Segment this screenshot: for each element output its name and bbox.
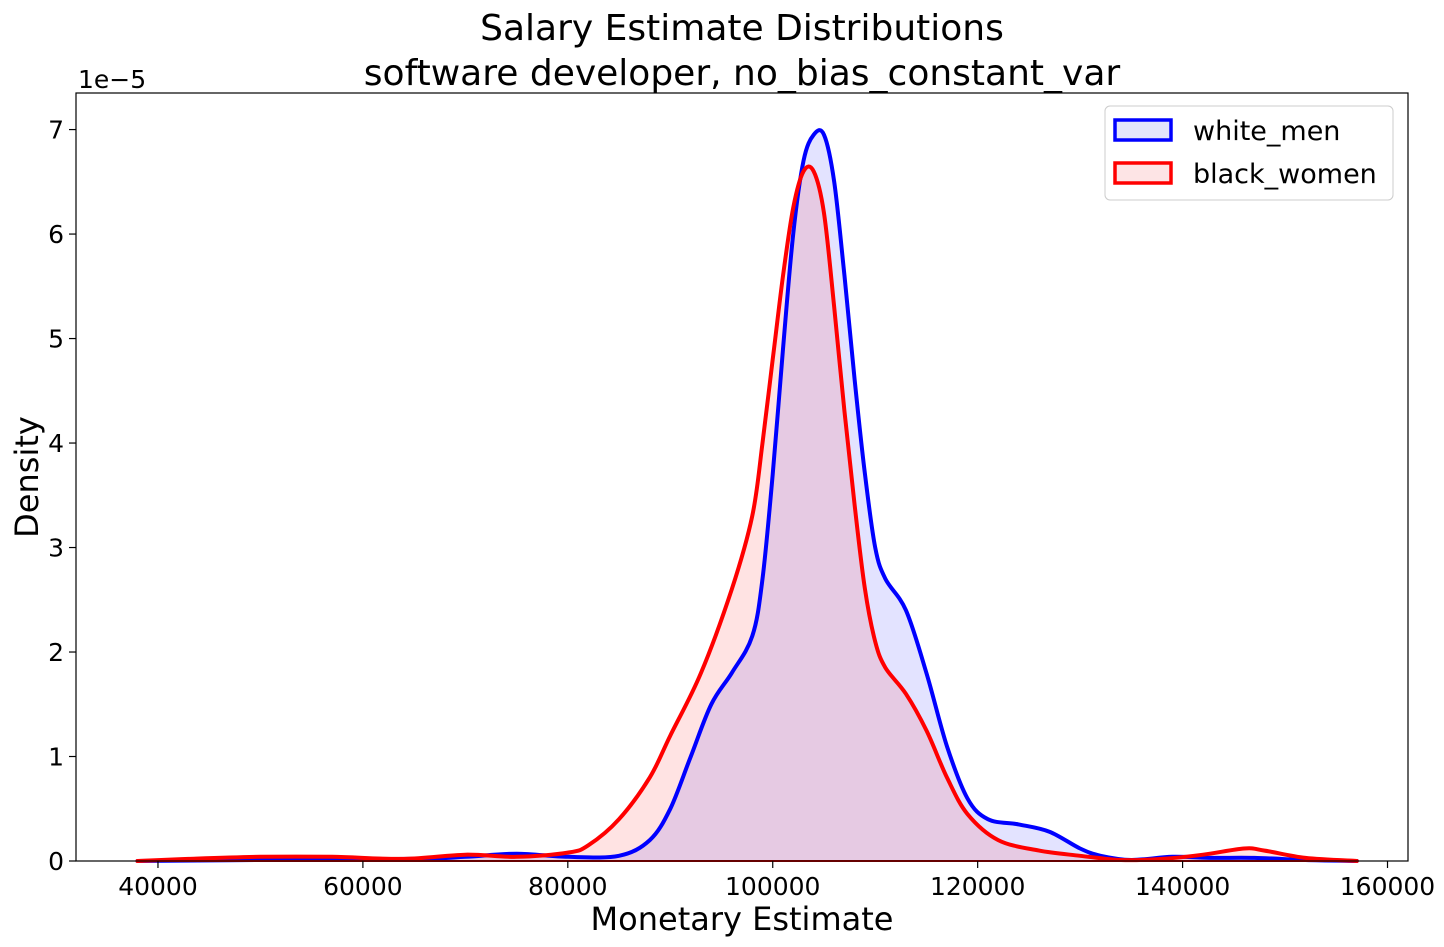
y-scale-label: 1e−5 xyxy=(78,65,146,94)
x-axis-ticks: 40000 60000 80000 100000 120000 140000 160000 xyxy=(118,861,1435,901)
legend-label-black-women: black_women xyxy=(1193,159,1377,190)
density-fill-white-men xyxy=(137,130,1357,861)
legend-label-white-men: white_men xyxy=(1193,116,1340,147)
density-fills xyxy=(137,130,1357,862)
x-tick-label: 80000 xyxy=(528,872,608,901)
density-line-white-men xyxy=(135,128,1359,863)
x-tick-label: 140000 xyxy=(1135,872,1230,901)
x-axis-label: Monetary Estimate xyxy=(591,900,894,938)
plot-frame xyxy=(75,92,1409,862)
y-axis-label: Density xyxy=(8,416,46,538)
y-axis-ticks: 0 1 2 3 4 5 6 7 xyxy=(48,116,76,876)
x-tick-label: 160000 xyxy=(1340,872,1435,901)
x-tick-label: 120000 xyxy=(930,872,1025,901)
y-tick-label: 2 xyxy=(48,638,64,667)
y-tick-label: 3 xyxy=(48,534,64,563)
x-tick-label: 40000 xyxy=(118,872,198,901)
x-tick-label: 100000 xyxy=(725,872,820,901)
y-tick-label: 0 xyxy=(48,847,64,876)
legend: white_men black_women xyxy=(1104,105,1394,201)
y-tick-label: 5 xyxy=(48,325,64,354)
chart-subtitle: software developer, no_bias_constant_var xyxy=(364,53,1121,94)
plot-area: 40000 60000 80000 100000 120000 140000 160000 … xyxy=(48,92,1435,901)
legend-box xyxy=(1104,105,1394,201)
density-fill-black-women xyxy=(137,166,1357,862)
density-line-black-women xyxy=(135,164,1359,863)
legend-swatch-black-women xyxy=(1113,161,1173,185)
x-tick-label: 60000 xyxy=(323,872,403,901)
y-tick-label: 6 xyxy=(48,220,64,249)
y-tick-label: 7 xyxy=(48,116,64,145)
y-tick-label: 1 xyxy=(48,743,64,772)
y-tick-label: 4 xyxy=(48,429,64,458)
chart-title: Salary Estimate Distributions xyxy=(480,8,1004,49)
legend-swatch-white-men xyxy=(1113,118,1173,142)
